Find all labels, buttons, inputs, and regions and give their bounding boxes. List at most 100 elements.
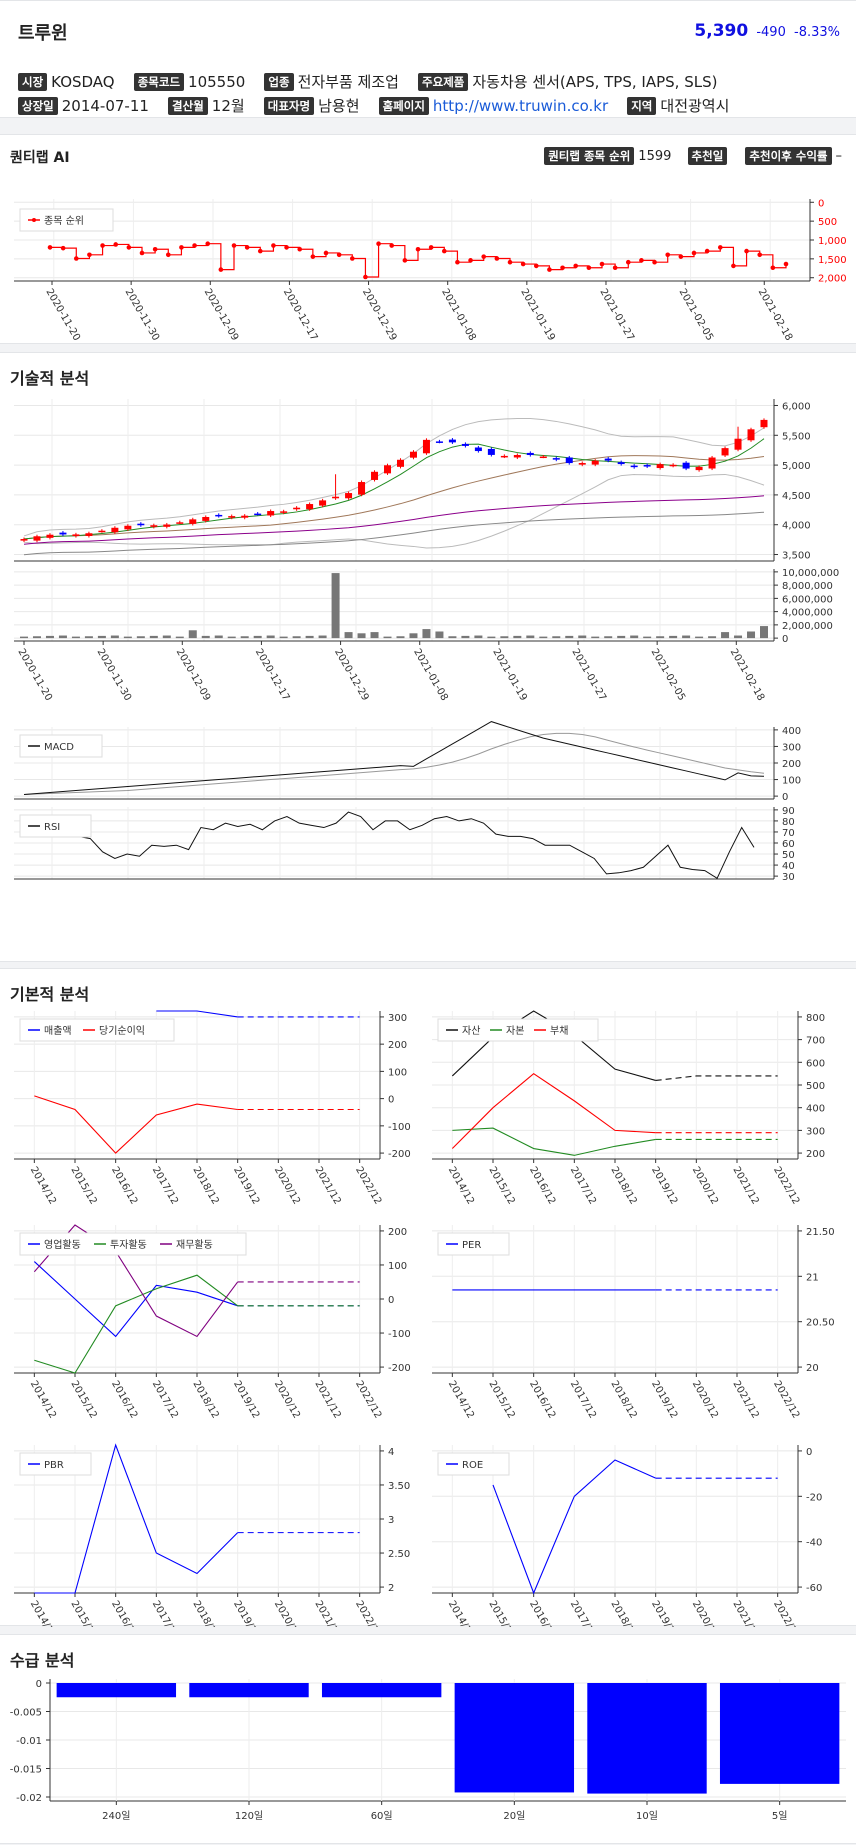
per-xtick-label: 2016/12 [527, 1379, 557, 1420]
fiscal-tag: 결산월 [168, 96, 208, 115]
rank-point [165, 252, 171, 258]
candle-body [409, 451, 417, 458]
homepage-tag: 홈페이지 [378, 96, 429, 115]
supply-bar [587, 1683, 707, 1794]
region-value: 대전광역시 [660, 97, 730, 115]
rank-point [271, 243, 276, 248]
supply-ytick-label: 0 [36, 1679, 42, 1690]
cashflow-xtick-label: 2014/12 [28, 1379, 58, 1420]
assets-forecast-line [655, 1075, 778, 1082]
candle-body [721, 448, 729, 456]
rank-point [113, 242, 119, 247]
per-legend [437, 1232, 510, 1256]
rank-legend [19, 208, 114, 232]
quantilab-stats: 퀀티랩 종목 순위 1599 추천일 추천이후 수익률 – [544, 147, 842, 165]
candle-body [617, 462, 625, 465]
volume-bar [253, 635, 262, 639]
industry-value: 전자부품 제조업 [297, 73, 399, 91]
rank-point [192, 243, 197, 248]
rsi-ytick-label: 70 [782, 828, 795, 839]
revenue-ytick-label: -200 [388, 1149, 411, 1160]
candle-body [539, 456, 547, 459]
fundamental-card: 기본적 분석 -200 -100 0 100 200 300 2014/12 2015/12 2… [0, 968, 856, 1627]
revenue-xtick-label: 2014/12 [28, 1165, 58, 1206]
cashflow-xtick-label: 2015/12 [68, 1379, 98, 1420]
volume-xtick-label: 2021-01-08 [411, 647, 450, 703]
candle-body [59, 532, 67, 535]
market-value: KOSDAQ [51, 72, 115, 91]
supply-bar [454, 1683, 575, 1793]
rank-point [126, 245, 132, 250]
market-tag: 시장 [18, 72, 48, 91]
assets-legend [437, 1018, 599, 1042]
rank-point [100, 243, 105, 248]
candle-body [422, 439, 430, 454]
volume-bar [344, 632, 353, 639]
candle-body [708, 457, 716, 469]
assets-xtick-label: 2022/12 [771, 1165, 801, 1206]
rsi-legend [19, 814, 92, 838]
volume-bar [578, 635, 587, 639]
volume-bar [292, 636, 301, 639]
volume-bar [123, 636, 132, 639]
ma5-line [23, 438, 765, 540]
candle-body [345, 493, 353, 499]
candle-body [487, 448, 495, 455]
per-ytick-label: 21.50 [806, 1227, 835, 1238]
candle-body [20, 539, 28, 541]
volume-bar [227, 636, 236, 639]
candle-body [124, 525, 132, 530]
revenue-legend [19, 1018, 175, 1042]
supply-title: 수급 분석 [10, 1651, 75, 1670]
revenue-xtick-label: 2018/12 [190, 1165, 220, 1206]
rank-xtick-label: 2020-11-30 [123, 287, 162, 343]
roe-ytick-label: -20 [806, 1492, 822, 1503]
candle-body [734, 438, 742, 450]
candle-body [267, 511, 275, 516]
volume-bar [474, 635, 483, 639]
candle-body [85, 533, 93, 536]
rank-point [717, 245, 723, 250]
region-tag: 지역 [627, 96, 657, 115]
candle-body [396, 459, 404, 467]
rank-point [691, 250, 697, 256]
candle-body [98, 530, 106, 533]
candle-body [474, 447, 482, 452]
rsi-ytick-label: 50 [782, 850, 795, 861]
rank-point [744, 248, 749, 254]
supply-chart: 0 -0.005 -0.01 -0.015 -0.02 240일 120일 60일 20일 10일… [10, 1679, 846, 1822]
roe-xtick-label: 2021/12 [730, 1599, 760, 1627]
volume-bar [708, 636, 717, 639]
volume-bar [682, 635, 691, 639]
volume-bar [487, 636, 496, 639]
volume-bar [58, 635, 67, 639]
pbr-xtick-label: 2021/12 [312, 1599, 342, 1627]
rank-tag: 퀀티랩 종목 순위 [544, 147, 635, 165]
volume-ytick-label: 0 [782, 634, 788, 645]
roe-legend-label: ROE [462, 1460, 483, 1471]
pbr-ytick-label: 3 [388, 1515, 394, 1526]
macd-line [23, 721, 765, 795]
rank-point [402, 258, 408, 263]
candle-body [747, 429, 755, 441]
volume-bar [370, 632, 379, 639]
supply-xtick-label: 240일 [102, 1810, 130, 1822]
volume-bar [513, 635, 522, 639]
revenue-ytick-label: -100 [388, 1122, 411, 1133]
volume-bar [84, 636, 93, 639]
supply-bar [189, 1683, 309, 1698]
per-ytick-label: 20 [806, 1363, 819, 1374]
rank-point [455, 259, 460, 265]
rsi-ytick-label: 40 [782, 861, 795, 872]
homepage-link[interactable]: http://www.truwin.co.kr [432, 96, 609, 115]
per-xtick-label: 2018/12 [608, 1379, 638, 1420]
pbr-legend-label: PBR [44, 1460, 64, 1471]
revenue-xtick-label: 2015/12 [68, 1165, 98, 1206]
industry-tag: 업종 [264, 72, 294, 91]
assets-xtick-label: 2020/12 [690, 1165, 720, 1206]
price-box: 5,390 -490 -8.33% [694, 21, 840, 41]
macd-ytick-label: 400 [782, 726, 801, 737]
volume-bar [201, 635, 210, 639]
technical-chart: 3,500 4,000 4,500 5,000 5,500 6,000 0 2,000,000… [14, 399, 839, 883]
